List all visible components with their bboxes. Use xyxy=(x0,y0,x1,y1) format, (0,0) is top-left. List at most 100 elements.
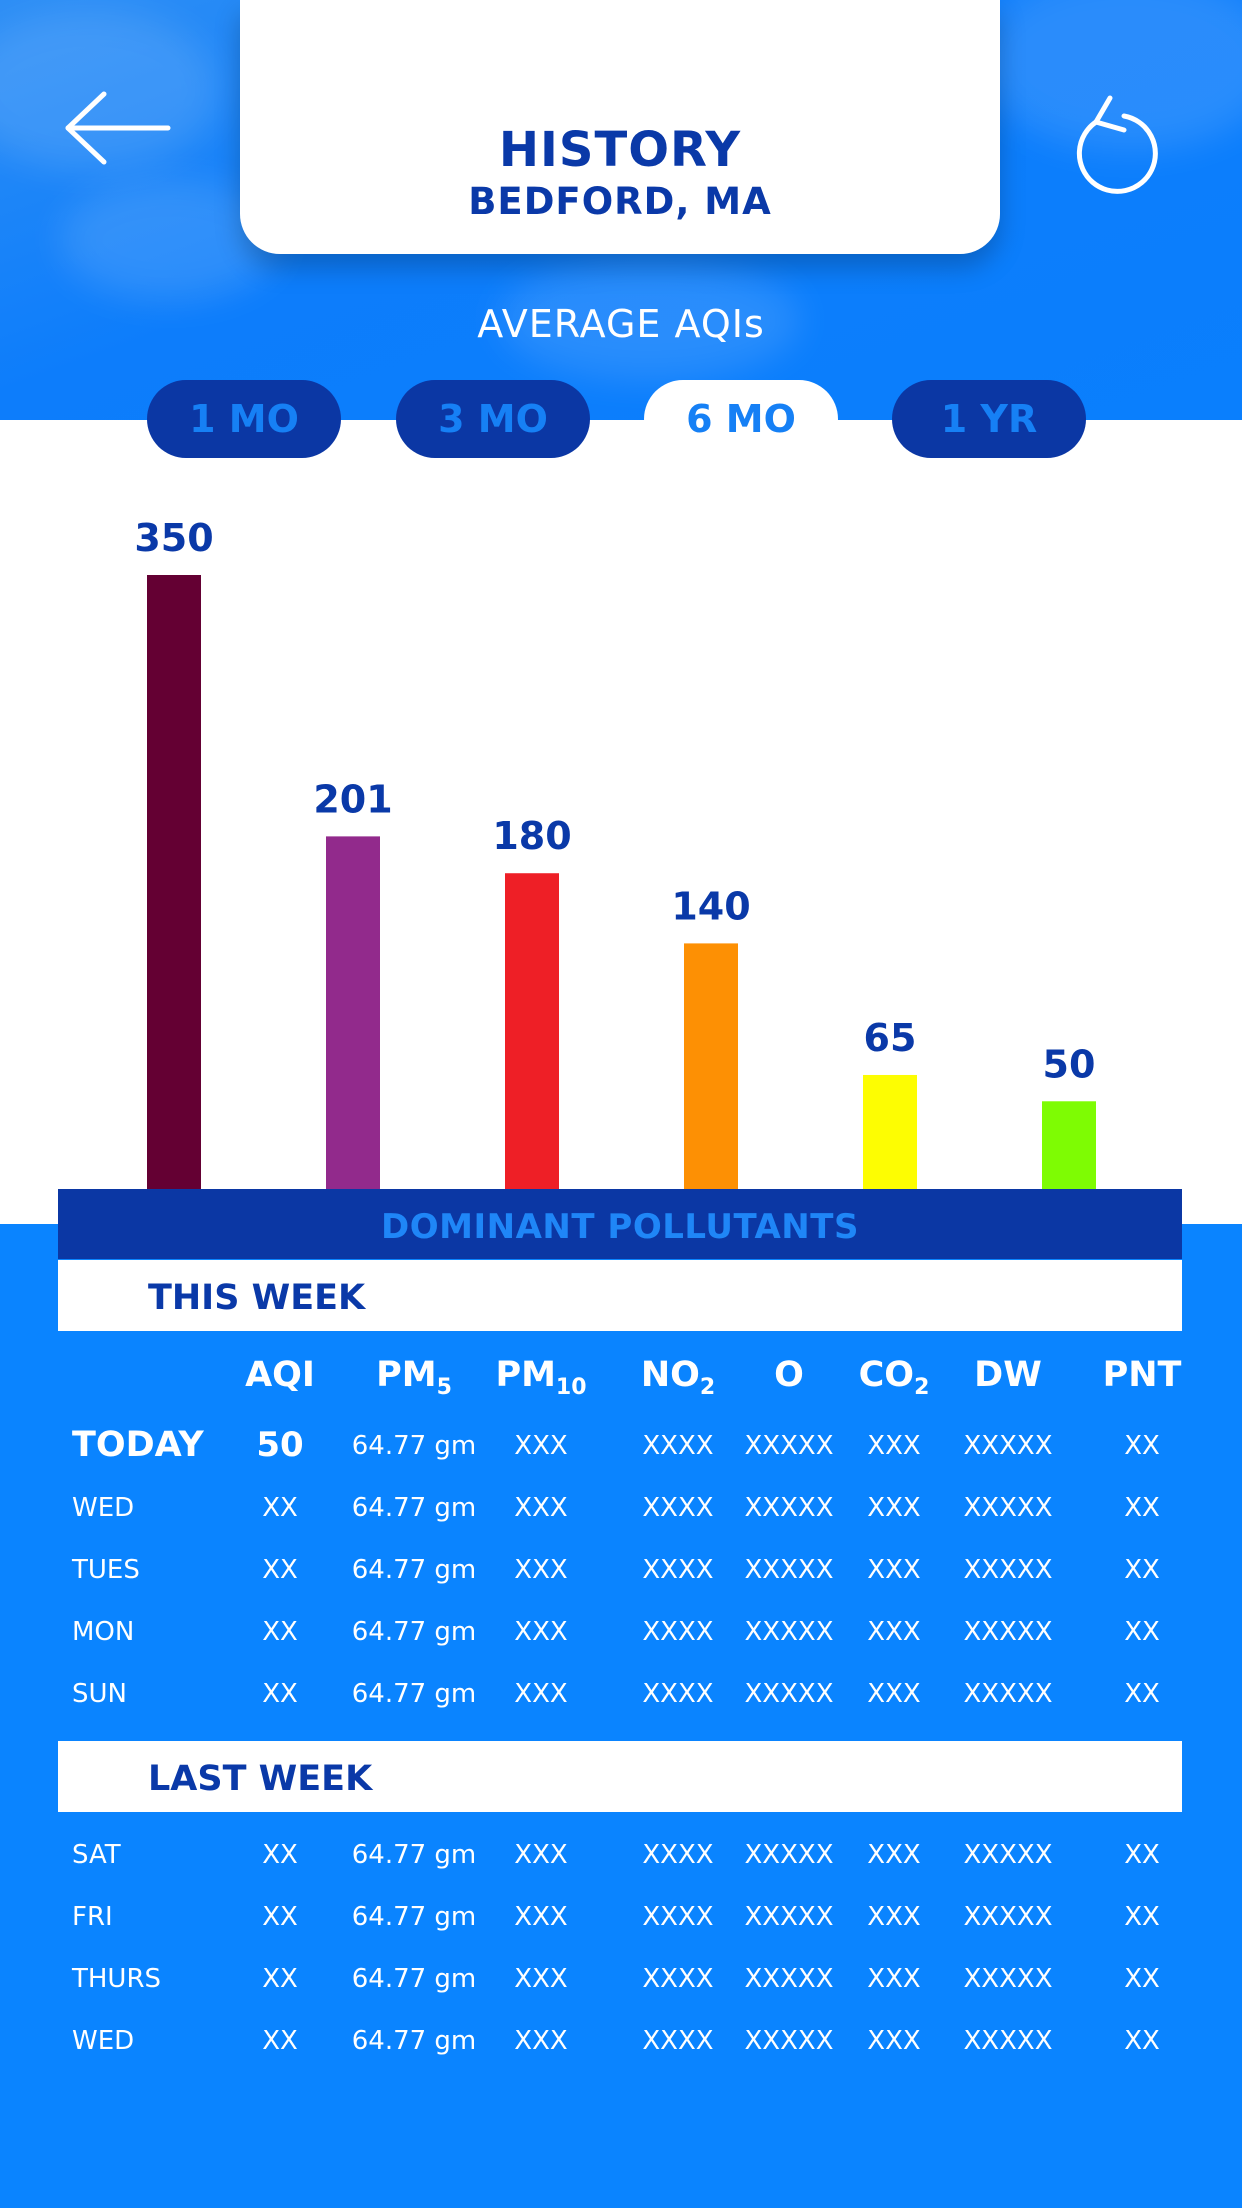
table-cell: XXX xyxy=(514,1964,568,1994)
bar-3 xyxy=(684,943,738,1189)
back-button[interactable] xyxy=(64,88,174,168)
column-header-o: O xyxy=(774,1355,804,1395)
row-day-label: WED xyxy=(72,2026,135,2056)
table-cell: 50 xyxy=(256,1425,304,1465)
tab-3-months[interactable]: 3 MO xyxy=(396,380,590,458)
table-cell: XXXXX xyxy=(744,1617,834,1647)
table-cell: XXX xyxy=(514,1679,568,1709)
table-cell: XXXX xyxy=(642,1840,714,1870)
table-cell: XX xyxy=(262,2026,298,2056)
table-cell: XX xyxy=(1124,1493,1160,1523)
table-cell: XX xyxy=(262,1493,298,1523)
dominant-pollutants-title: DOMINANT POLLUTANTS xyxy=(58,1189,1182,1259)
table-cell: XX xyxy=(1124,1555,1160,1585)
table-cell: XXXXX xyxy=(744,1840,834,1870)
table-cell: 64.77 gm xyxy=(351,2026,477,2056)
table-cell: XXX xyxy=(867,1617,921,1647)
column-header-aqi: AQI xyxy=(245,1355,315,1395)
table-cell: XX xyxy=(1124,1840,1160,1870)
row-day-label: THURS xyxy=(72,1964,162,1994)
column-header-no2: NO2 xyxy=(640,1355,716,1400)
page-title: HISTORY xyxy=(498,122,742,178)
table-cell: XXX xyxy=(514,1902,568,1932)
table-cell: 64.77 gm xyxy=(351,1555,477,1585)
table-cell: XXXXX xyxy=(963,1617,1053,1647)
table-cell: XX xyxy=(262,1679,298,1709)
last-week-label: LAST WEEK xyxy=(148,1759,373,1799)
table-cell: XXX xyxy=(867,1431,921,1461)
table-cell: XXXX xyxy=(642,1431,714,1461)
column-header-co2: CO2 xyxy=(858,1355,930,1400)
bar-value-label-3: 140 xyxy=(671,884,750,928)
table-cell: XXXX xyxy=(642,1493,714,1523)
bar-value-label-1: 201 xyxy=(313,777,392,821)
table-cell: 64.77 gm xyxy=(351,1679,477,1709)
table-cell: 64.77 gm xyxy=(351,1840,477,1870)
column-header-dw: DW xyxy=(974,1355,1042,1395)
row-day-label: FRI xyxy=(72,1902,113,1932)
tab-6-months[interactable]: 6 MO xyxy=(644,380,838,458)
table-cell: XX xyxy=(262,1617,298,1647)
table-cell: XXXXX xyxy=(963,1964,1053,1994)
table-cell: 64.77 gm xyxy=(351,1964,477,1994)
table-cell: XXXXX xyxy=(963,1679,1053,1709)
column-header-pm5: PM5 xyxy=(376,1355,452,1400)
row-day-label: SAT xyxy=(72,1840,121,1870)
bar-4 xyxy=(863,1074,917,1189)
table-cell: XXX xyxy=(867,1902,921,1932)
table-cell: XXXXX xyxy=(744,1902,834,1932)
table-cell: XXXX xyxy=(642,1902,714,1932)
row-day-label: TUES xyxy=(72,1555,140,1585)
table-cell: XXX xyxy=(514,1493,568,1523)
table-cell: XXXXX xyxy=(744,1679,834,1709)
row-day-label: TODAY xyxy=(72,1425,204,1465)
bar-5 xyxy=(1042,1101,1096,1189)
column-header-pnt: PNT xyxy=(1102,1355,1182,1395)
table-cell: 64.77 gm xyxy=(351,1617,477,1647)
aqi-bar-chart: 350 201 180 140 65 50 xyxy=(134,516,1096,1189)
bar-value-label-2: 180 xyxy=(492,814,571,858)
table-cell: XX xyxy=(1124,1617,1160,1647)
table-cell: XXX xyxy=(867,1964,921,1994)
table-cell: XX xyxy=(262,1555,298,1585)
location-label: BEDFORD, MA xyxy=(468,180,772,223)
table-cell: XXXXX xyxy=(963,1493,1053,1523)
table-cell: XX xyxy=(1124,1964,1160,1994)
column-header-pm10: PM10 xyxy=(495,1355,587,1400)
table-cell: XX xyxy=(262,1902,298,1932)
table-cell: XX xyxy=(1124,1902,1160,1932)
table-cell: XXX xyxy=(867,1679,921,1709)
table-cell: 64.77 gm xyxy=(351,1902,477,1932)
table-cell: XX xyxy=(1124,2026,1160,2056)
last-week-header: LAST WEEK xyxy=(58,1741,1182,1812)
table-cell: XXXX xyxy=(642,1679,714,1709)
bar-value-label-4: 65 xyxy=(864,1016,917,1060)
table-cell: XXXX xyxy=(642,1964,714,1994)
table-cell: XXXX xyxy=(642,1555,714,1585)
tab-1-month[interactable]: 1 MO xyxy=(147,380,341,458)
table-cell: XXX xyxy=(867,1493,921,1523)
table-cell: XX xyxy=(262,1964,298,1994)
table-cell: XXX xyxy=(867,1555,921,1585)
table-cell: 64.77 gm xyxy=(351,1493,477,1523)
tab-1-year[interactable]: 1 YR xyxy=(892,380,1086,458)
row-day-label: SUN xyxy=(72,1679,127,1709)
table-cell: XXXXX xyxy=(963,2026,1053,2056)
row-day-label: WED xyxy=(72,1493,135,1523)
table-cell: XXXXX xyxy=(744,1431,834,1461)
table-cell: XXXXX xyxy=(744,1964,834,1994)
refresh-icon xyxy=(1076,95,1158,194)
table-cell: XXXX xyxy=(642,2026,714,2056)
table-cell: XXXXX xyxy=(744,1555,834,1585)
table-cell: XXX xyxy=(514,1555,568,1585)
table-cell: XXX xyxy=(514,2026,568,2056)
refresh-button[interactable] xyxy=(1066,92,1166,202)
chart-background xyxy=(0,420,1242,1224)
table-cell: XX xyxy=(1124,1679,1160,1709)
table-cell: XXXXX xyxy=(963,1840,1053,1870)
table-cell: XXX xyxy=(867,1840,921,1870)
table-cell: XXXXX xyxy=(963,1902,1053,1932)
arrow-left-icon xyxy=(65,91,171,165)
table-cell: 64.77 gm xyxy=(351,1431,477,1461)
bar-value-label-0: 350 xyxy=(134,516,213,560)
